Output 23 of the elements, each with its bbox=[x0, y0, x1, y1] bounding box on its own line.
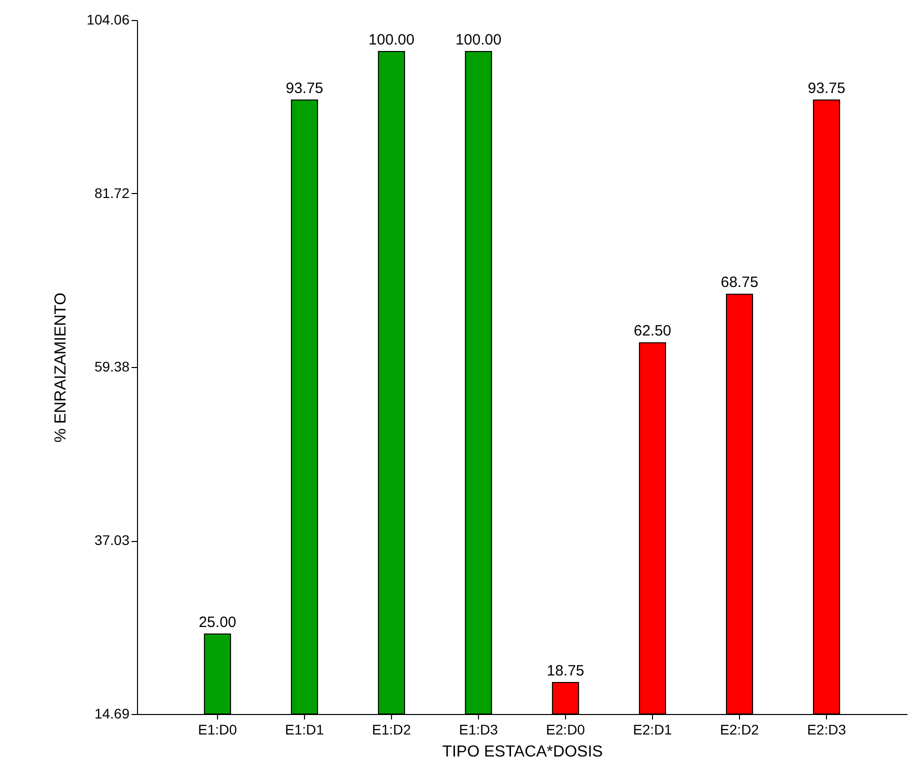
x-tick-label: E1:D1 bbox=[285, 722, 324, 738]
data-label: 25.00 bbox=[198, 614, 236, 631]
x-tick-label: E1:D3 bbox=[459, 722, 498, 738]
data-label: 100.00 bbox=[368, 32, 414, 49]
x-tick-label: E2:D2 bbox=[720, 722, 760, 738]
data-label: 68.75 bbox=[720, 274, 758, 292]
y-tick-label: 81.72 bbox=[94, 184, 130, 201]
x-tick-label: E2:D3 bbox=[807, 722, 846, 738]
y-tick-label: 59.38 bbox=[94, 358, 130, 374]
y-tick-label: 37.03 bbox=[94, 532, 130, 548]
x-tick-label: E2:D1 bbox=[633, 722, 672, 738]
x-tick-label: E1:D2 bbox=[372, 722, 412, 738]
x-tick-label: E2:D0 bbox=[546, 722, 586, 738]
x-axis-title: TIPO ESTACA*DOSIS bbox=[442, 744, 603, 760]
data-label: 100.00 bbox=[456, 32, 502, 49]
y-tick-label: 14.69 bbox=[94, 706, 130, 722]
data-label: 18.75 bbox=[546, 662, 584, 680]
data-label: 62.50 bbox=[634, 322, 672, 340]
y-axis-title: % ENRAIZAMIENTO bbox=[52, 292, 70, 442]
data-label: 93.75 bbox=[808, 80, 846, 98]
data-label: 93.75 bbox=[286, 80, 324, 98]
x-tick-label: E1:D0 bbox=[198, 722, 238, 738]
y-tick-label: 104.06 bbox=[86, 12, 130, 28]
